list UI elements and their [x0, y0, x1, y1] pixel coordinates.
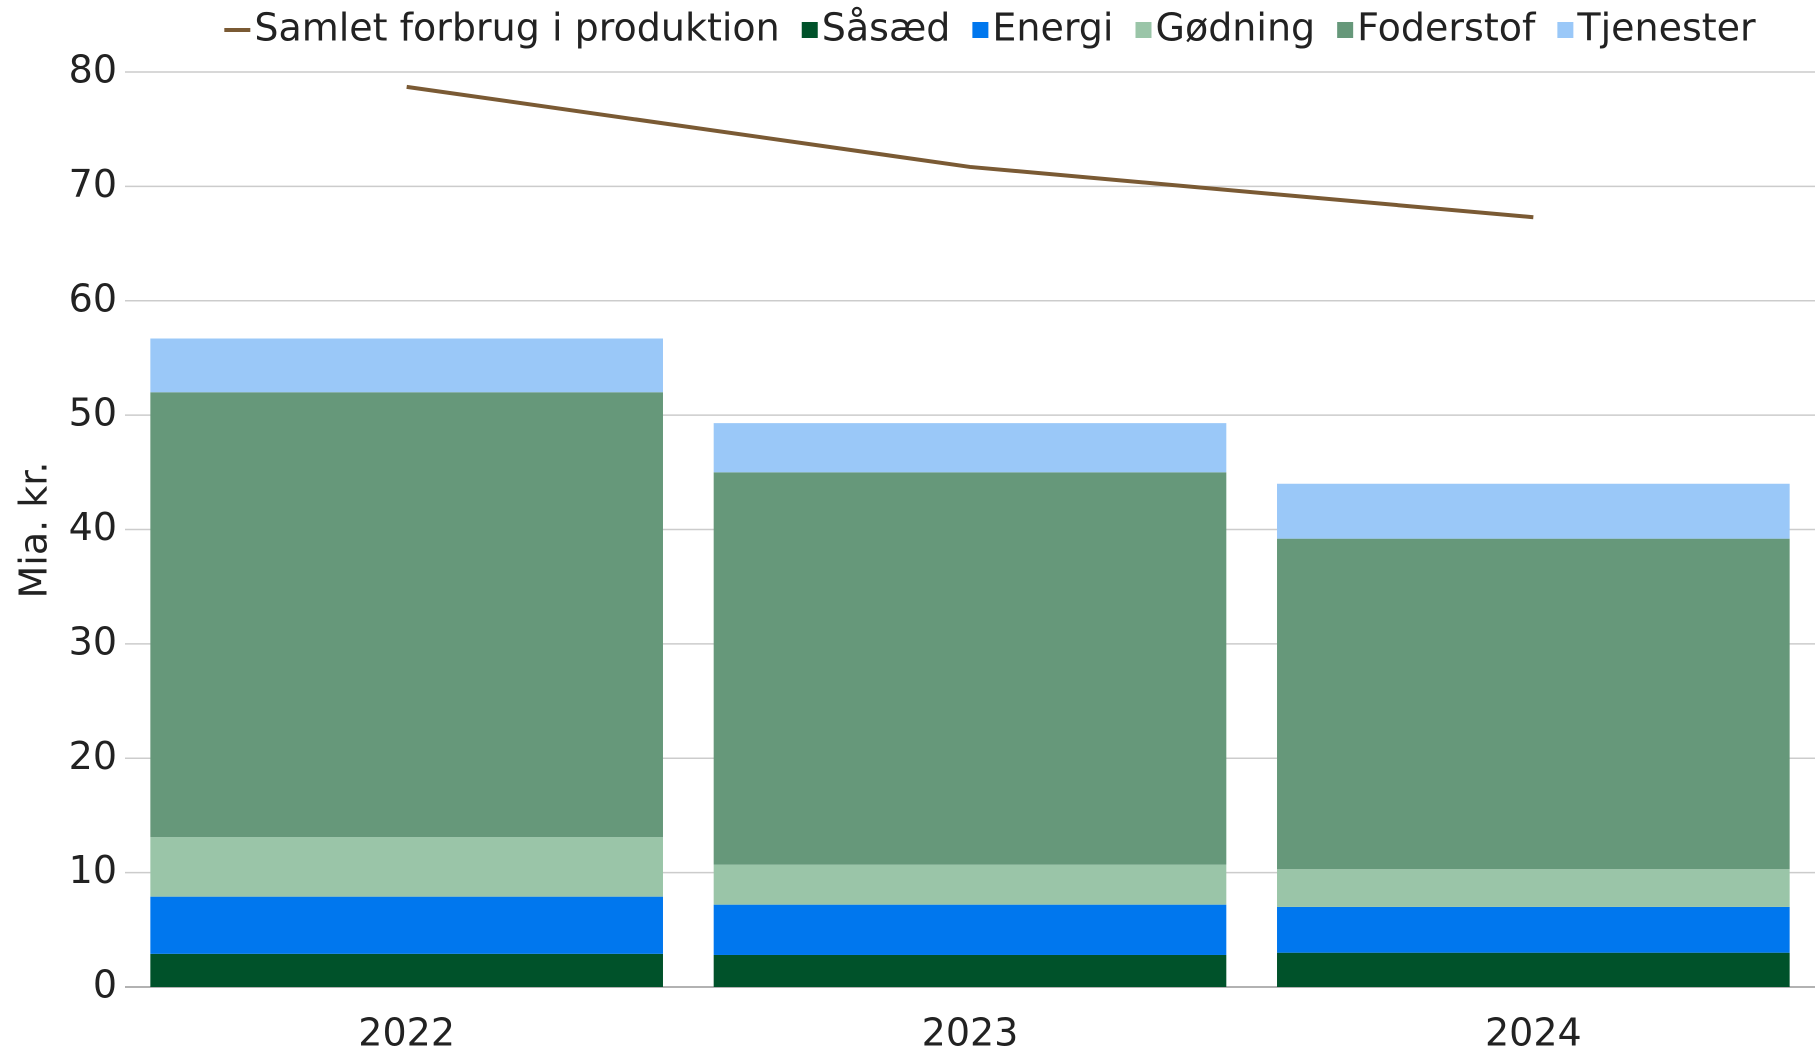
- legend-label: Gødning: [1155, 6, 1315, 50]
- legend-swatch: [1337, 22, 1354, 38]
- y-tick-label: 60: [69, 276, 117, 320]
- legend-label: Samlet forbrug i produktion: [254, 6, 779, 50]
- x-tick-label: 2022: [358, 1011, 455, 1054]
- bar-segment: [713, 954, 1227, 987]
- y-tick-label: 50: [69, 391, 117, 435]
- line-series: [406, 84, 1534, 220]
- bar-segment: [1277, 952, 1790, 987]
- legend-label: Foderstof: [1357, 6, 1537, 50]
- bar-segment: [713, 904, 1227, 955]
- bar-segment: [150, 338, 663, 393]
- legend-swatch: [1557, 22, 1574, 38]
- legend: Samlet forbrug i produktion Såsæd Energi Gø…: [224, 6, 1756, 50]
- bar-segment: [1277, 483, 1790, 539]
- bar-segment: [713, 472, 1227, 865]
- legend-swatch: [972, 22, 989, 38]
- legend-swatch: [1135, 22, 1152, 38]
- y-tick-label: 20: [69, 734, 117, 778]
- legend-label: Tjenester: [1576, 6, 1756, 50]
- y-tick-label: 80: [69, 48, 117, 92]
- y-axis-label: Mia. kr.: [12, 461, 56, 598]
- bar-segment: [1277, 869, 1790, 907]
- legend-label: Såsæd: [822, 6, 951, 50]
- y-tick-label: 40: [69, 505, 117, 549]
- x-tick-label: 2024: [1485, 1011, 1582, 1054]
- bar-segment: [150, 392, 663, 838]
- bar-segment: [150, 896, 663, 954]
- y-tick-label: 30: [69, 619, 117, 663]
- bar-segment: [713, 423, 1227, 473]
- y-tick-label: 10: [69, 848, 117, 892]
- x-tick-label: 2023: [922, 1011, 1019, 1054]
- legend-label: Energi: [992, 6, 1113, 50]
- legend-swatch: [801, 22, 818, 38]
- bar-segment: [1277, 906, 1790, 953]
- y-tick-label: 70: [69, 162, 117, 206]
- bar-segment: [150, 837, 663, 897]
- y-tick-label: 0: [93, 963, 117, 1007]
- bar-segment: [1277, 538, 1790, 870]
- bar-segment: [713, 864, 1227, 905]
- bar-segment: [150, 953, 663, 987]
